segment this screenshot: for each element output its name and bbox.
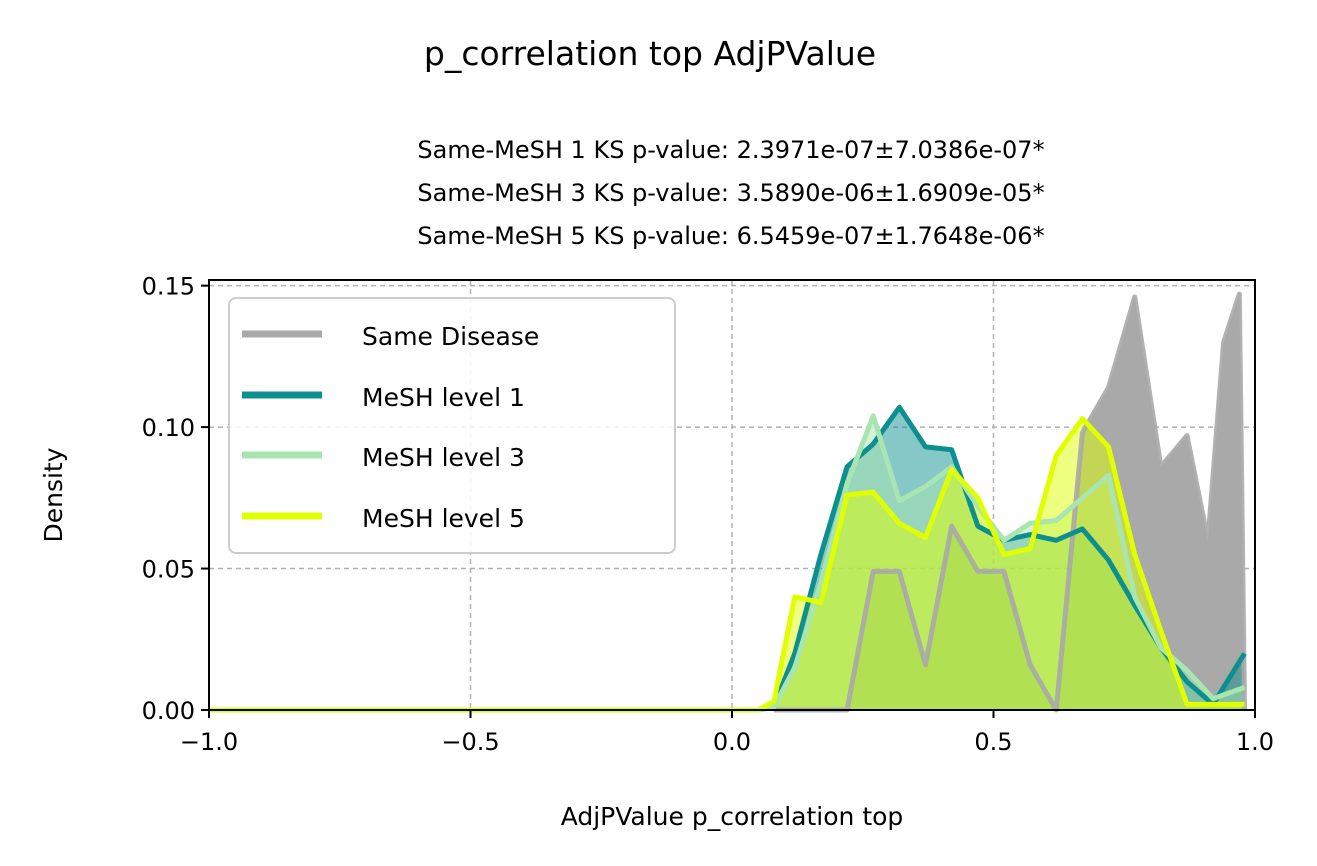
x-tick-label: −1.0 — [180, 728, 238, 756]
chart-title: p_correlation top AdjPValue — [424, 34, 876, 73]
y-tick-label: 0.05 — [142, 556, 195, 584]
line-same-disease — [773, 291, 1248, 713]
legend-label-same-disease: Same Disease — [362, 322, 539, 351]
y-tick-label: 0.15 — [142, 273, 195, 301]
subtitle-line-3: Same-MeSH 5 KS p-value: 6.5459e-07±1.764… — [417, 222, 1044, 250]
x-tick-label: −0.5 — [441, 728, 499, 756]
subtitle-line-1: Same-MeSH 1 KS p-value: 2.3971e-07±7.038… — [417, 136, 1044, 164]
subtitle-line-2: Same-MeSH 3 KS p-value: 3.5890e-06±1.690… — [417, 179, 1044, 207]
area-mesh-level-5 — [209, 418, 1245, 710]
legend-box — [228, 297, 676, 554]
legend-label-mesh-level-5: MeSH level 5 — [362, 504, 525, 533]
line-mesh-level-3 — [209, 413, 1246, 713]
legend-label-mesh-level-1: MeSH level 1 — [362, 383, 525, 412]
x-tick-label: 0.0 — [713, 728, 751, 756]
legend: Same Disease MeSH level 1 MeSH level 3 M… — [228, 297, 676, 554]
density-lines — [209, 291, 1248, 713]
axis-ticks: −1.0 −0.5 0.0 0.5 1.0 0.00 0.05 0.10 0.15 — [142, 273, 1275, 756]
y-axis-label: Density — [39, 447, 68, 542]
density-fills — [209, 294, 1245, 710]
y-tick-label: 0.10 — [142, 414, 195, 442]
line-mesh-level-5 — [209, 416, 1245, 713]
x-tick-label: 1.0 — [1236, 728, 1274, 756]
y-tick-label: 0.00 — [142, 697, 195, 725]
x-tick-label: 0.5 — [974, 728, 1012, 756]
x-axis-label: AdjPValue p_correlation top — [561, 802, 904, 831]
legend-label-mesh-level-3: MeSH level 3 — [362, 443, 525, 472]
